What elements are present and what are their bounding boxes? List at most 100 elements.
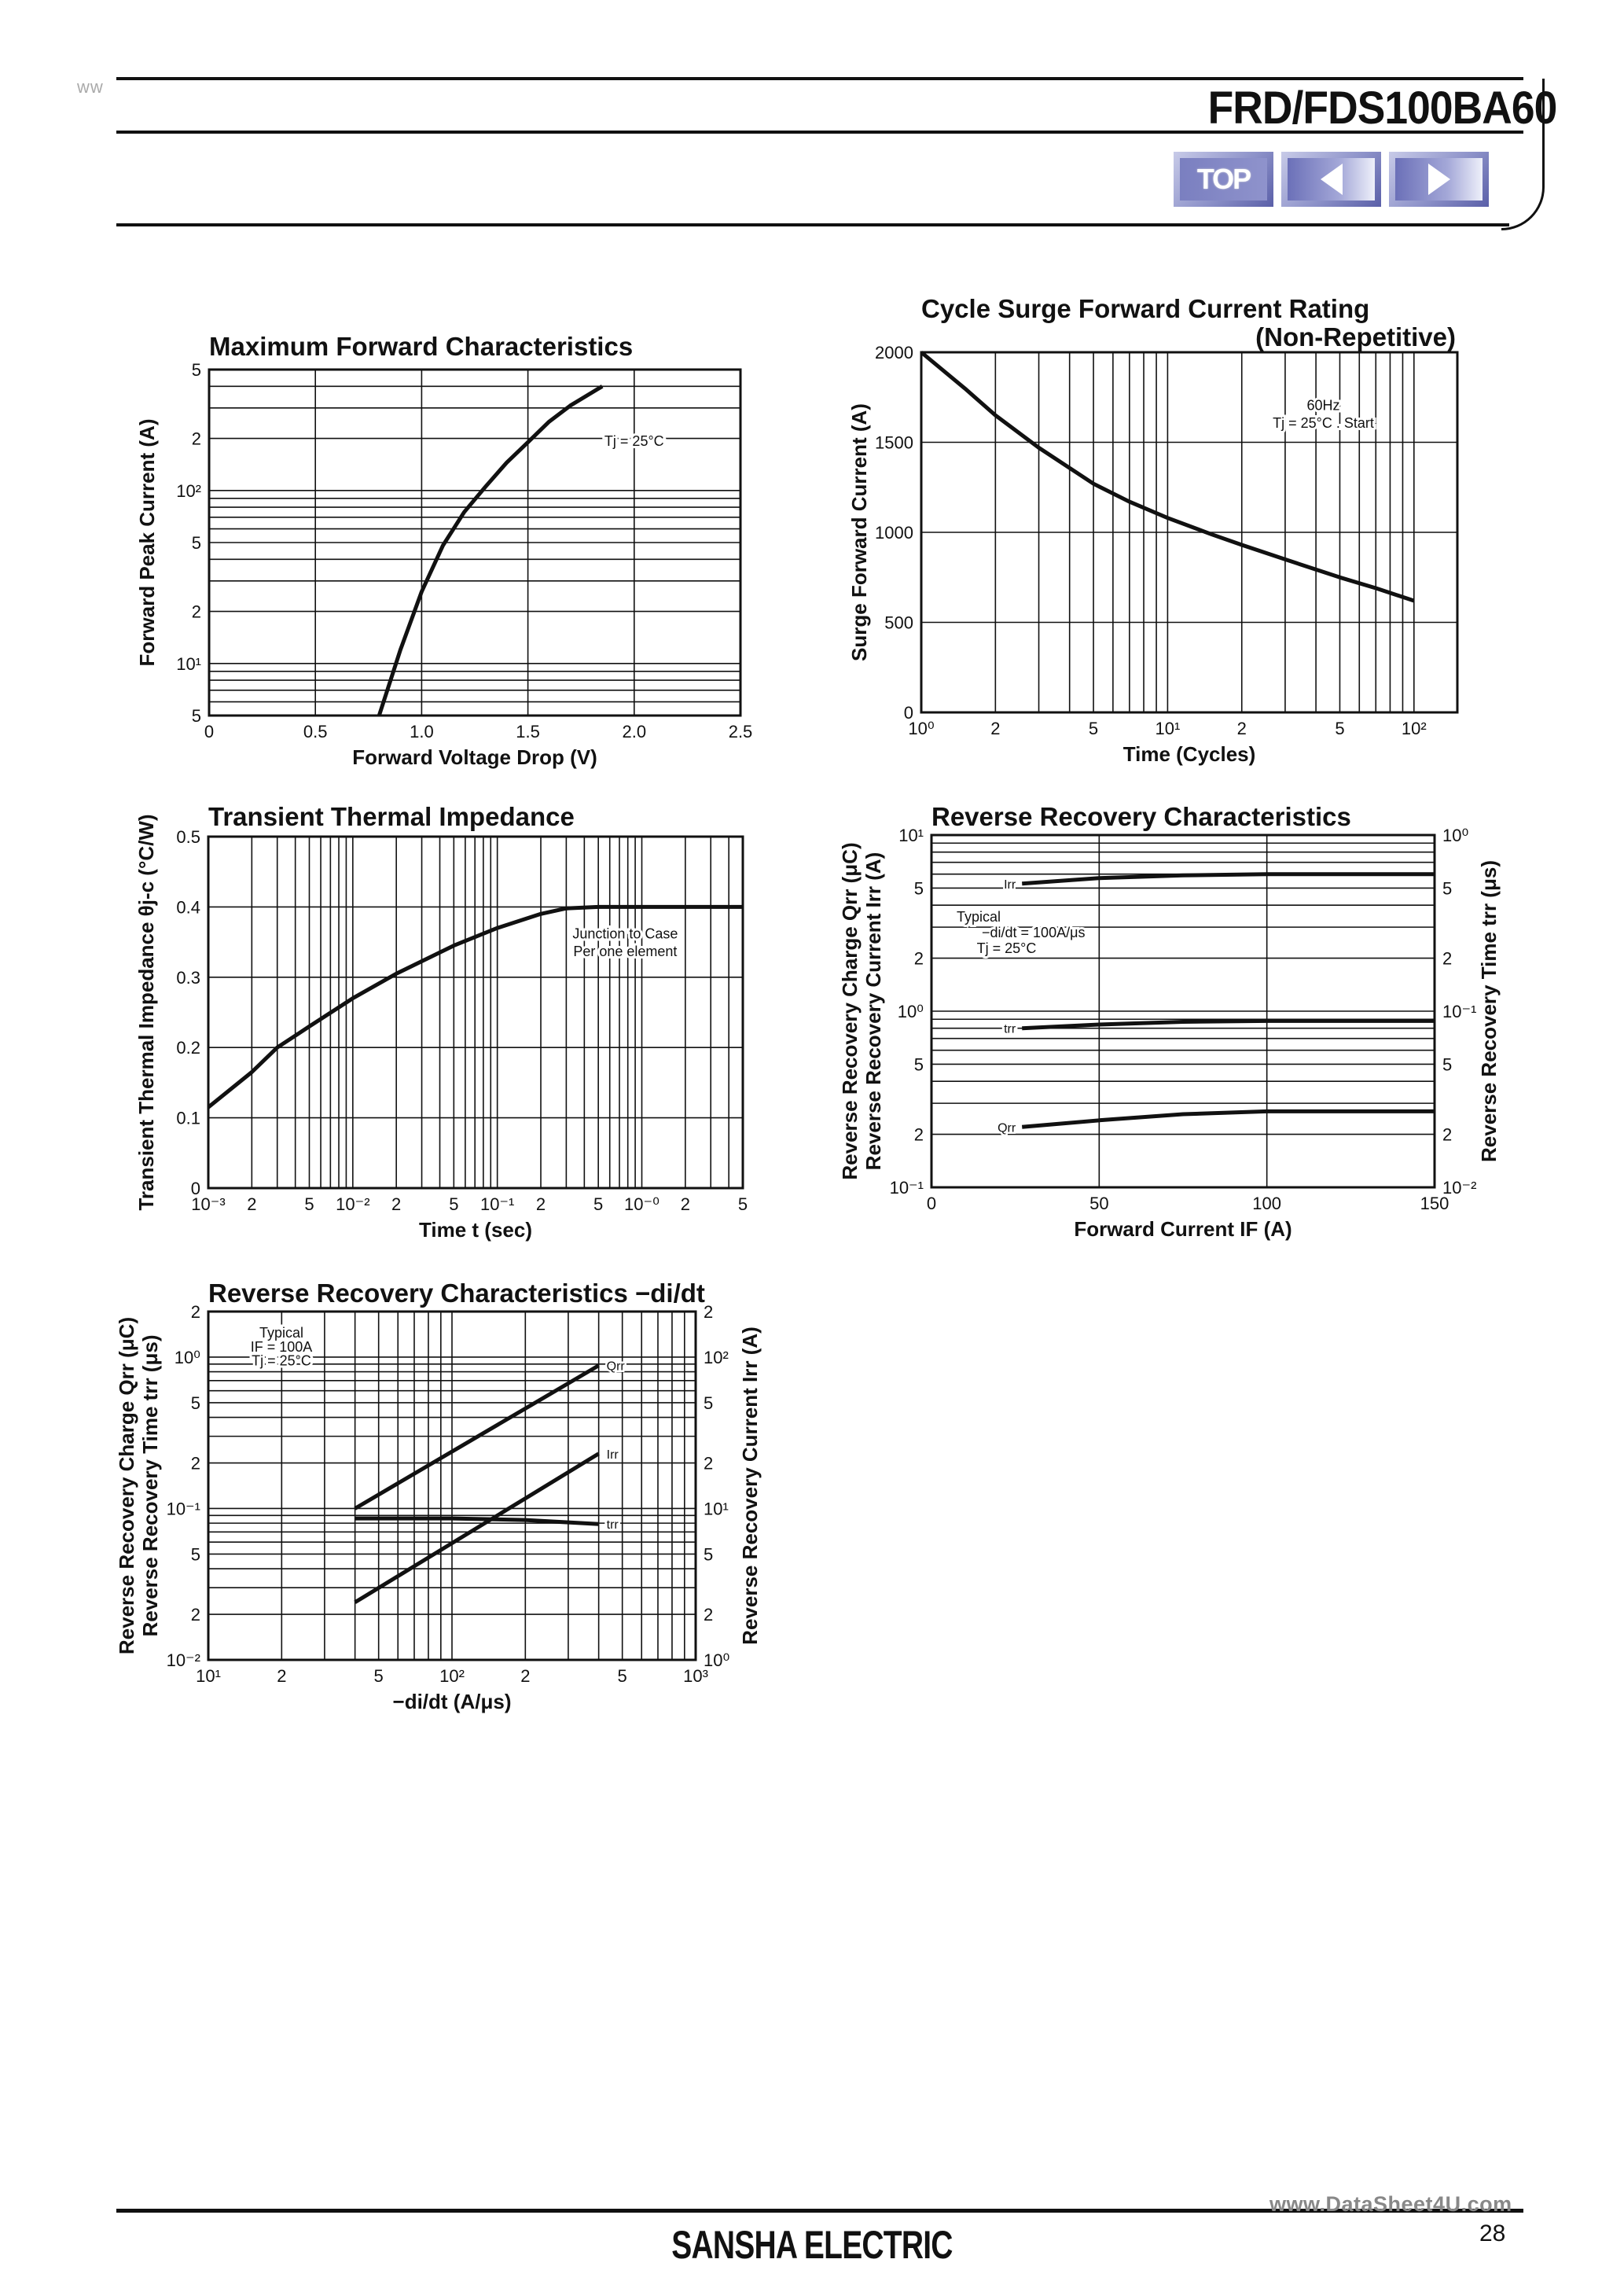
y-tick-label: 0.4 — [176, 897, 200, 917]
y-right-tick-label: 10² — [704, 1348, 729, 1367]
y-tick-label: 0 — [904, 703, 913, 723]
reverse_recovery_didt-svg: Reverse Recovery Characteristics −di/dt 1… — [115, 1279, 762, 1713]
y-axis-label: Reverse Recovery Time trr (μs) — [138, 1335, 162, 1637]
y-axis-label: Transient Thermal Impedance θj-c (°C/W) — [134, 814, 158, 1210]
x-axis-label: −di/dt (A/μs) — [393, 1690, 512, 1713]
x-tick-label: 0.5 — [303, 722, 328, 741]
y-tick-label: 10⁰ — [175, 1348, 200, 1367]
y-tick-label: 5 — [914, 878, 924, 898]
y-right-tick-label: 5 — [704, 1393, 713, 1413]
y-axis-label: Surge Forward Current (A) — [847, 403, 871, 661]
x-tick-label: 2.0 — [623, 722, 647, 741]
y-tick-label: 2 — [914, 949, 924, 969]
chart-maximum-forward-characteristics: Maximum Forward Characteristics 0 0.5 1.0 1.… — [134, 315, 762, 775]
chart-transient-thermal-impedance: Transient Thermal Impedance 10⁻³ 2 5 10⁻² 2 5 1… — [134, 802, 762, 1262]
y-tick-label: 2 — [191, 1454, 200, 1474]
top-button[interactable]: TOP — [1174, 152, 1273, 207]
y-tick-label: 5 — [192, 533, 201, 553]
series-trr — [1022, 1018, 1435, 1031]
next-button[interactable] — [1389, 152, 1489, 207]
y-tick-label: 5 — [192, 706, 201, 726]
x-tick-label: 5 — [374, 1666, 384, 1686]
chart-annotation: Typical — [259, 1325, 303, 1341]
y-tick-label: 0.1 — [176, 1109, 200, 1128]
y-axis-label: Reverse Recovery Charge Qrr (μC) — [115, 1317, 138, 1654]
reverse_recovery_if-svg: Reverse Recovery Characteristics 0 50 100 15… — [838, 802, 1501, 1241]
series-junction-to-case — [207, 904, 743, 1109]
y-tick-label: 500 — [884, 613, 913, 633]
x-tick-label: 10⁻³ — [191, 1194, 225, 1214]
x-tick-label: 10¹ — [1156, 719, 1181, 738]
series-label: Qrr — [998, 1121, 1016, 1135]
x-tick-label: 1.0 — [410, 722, 434, 741]
x-tick-label: 10¹ — [196, 1666, 221, 1686]
x-axis-label: Forward Current IF (A) — [1074, 1217, 1291, 1241]
y-tick-label: 2 — [914, 1125, 924, 1145]
y-tick-label: 0.3 — [176, 968, 200, 988]
chart-annotation: Tj = 25°C — [977, 940, 1037, 956]
y-right-tick-label: 2 — [704, 1454, 713, 1474]
triangle-left-icon — [1320, 164, 1343, 195]
chart-title: Maximum Forward Characteristics — [209, 332, 633, 361]
y-axis-label: Reverse Recovery Current Irr (A) — [862, 852, 885, 1171]
x-axis-label: Forward Voltage Drop (V) — [352, 745, 597, 769]
chart-reverse-recovery-vs-forward-current: Reverse Recovery Characteristics 0 50 100 15… — [833, 802, 1525, 1270]
x-tick-label: 2 — [1237, 719, 1247, 738]
part-number-title: FRD/FDS100BA60 — [1207, 83, 1557, 134]
x-tick-label: 10² — [1402, 719, 1427, 738]
y-tick-label: 10⁰ — [898, 1002, 924, 1021]
x-tick-label: 2 — [520, 1666, 530, 1686]
chart-reverse-recovery-vs-didt: Reverse Recovery Characteristics −di/dt 1… — [115, 1279, 825, 1757]
y-tick-label: 2 — [191, 1605, 200, 1624]
y-tick-label: 0.5 — [176, 827, 200, 847]
footer-rule — [116, 2209, 1523, 2213]
x-tick-label: 50 — [1089, 1194, 1108, 1213]
y-right-tick-label: 2 — [1442, 1125, 1452, 1145]
y-tick-label: 2000 — [875, 343, 913, 362]
chart-title: Reverse Recovery Characteristics — [931, 802, 1351, 831]
series-qrr — [1021, 1109, 1435, 1129]
x-tick-label: 5 — [1335, 719, 1344, 738]
y-tick-label: 5 — [191, 1544, 200, 1564]
triangle-right-icon — [1427, 164, 1450, 195]
y-tick-label: 10⁻¹ — [890, 1178, 924, 1198]
x-tick-label: 150 — [1420, 1194, 1449, 1213]
y-tick-label: 1000 — [875, 523, 913, 543]
y-tick-label: 5 — [192, 360, 201, 380]
y-tick-label: 5 — [191, 1393, 200, 1413]
prev-button[interactable] — [1281, 152, 1381, 207]
x-tick-label: 10² — [439, 1666, 465, 1686]
y-tick-label: 1500 — [875, 433, 913, 453]
page-number: 28 — [1479, 2221, 1506, 2246]
y-tick-label: 5 — [914, 1054, 924, 1074]
chart-annotation: Per one element — [573, 944, 677, 959]
x-tick-label: 2.5 — [729, 722, 753, 741]
y-tick-label: 10² — [176, 481, 201, 501]
x-tick-label: 0 — [927, 1194, 936, 1213]
header-rule-mid — [116, 131, 1523, 134]
x-tick-label: 5 — [593, 1194, 603, 1214]
series-irr — [354, 1452, 600, 1604]
x-tick-label: 10⁰ — [908, 719, 934, 738]
x-axis-label: Time t (sec) — [419, 1218, 532, 1242]
y-tick-label: 0.2 — [176, 1038, 200, 1058]
series-label: Irr — [607, 1448, 619, 1462]
series-trr — [355, 1516, 599, 1526]
x-tick-label: 2 — [990, 719, 1000, 738]
chart-annotation: Tj = 25°C . Start — [1273, 415, 1374, 431]
watermark-bottom: www.DataSheet4U.com — [1269, 2192, 1512, 2216]
x-tick-label: 2 — [391, 1194, 401, 1214]
x-tick-label: 5 — [618, 1666, 627, 1686]
y-tick-label: 0 — [191, 1179, 200, 1198]
series-60hz — [920, 351, 1415, 603]
x-tick-label: 5 — [1089, 719, 1098, 738]
y-right-tick-label: 10⁻¹ — [1442, 1002, 1476, 1021]
chart-title: Transient Thermal Impedance — [208, 802, 575, 831]
chart-cycle-surge-forward-current: Cycle Surge Forward Current Rating (Non-R… — [833, 291, 1478, 775]
x-tick-label: 5 — [449, 1194, 458, 1214]
y-tick-label: 10¹ — [898, 826, 924, 845]
y-tick-label: 2 — [192, 429, 201, 449]
y-right-tick-label: 10⁰ — [704, 1650, 729, 1670]
y-right-tick-label: 5 — [704, 1544, 713, 1564]
y-right-tick-label: 5 — [1442, 1054, 1452, 1074]
